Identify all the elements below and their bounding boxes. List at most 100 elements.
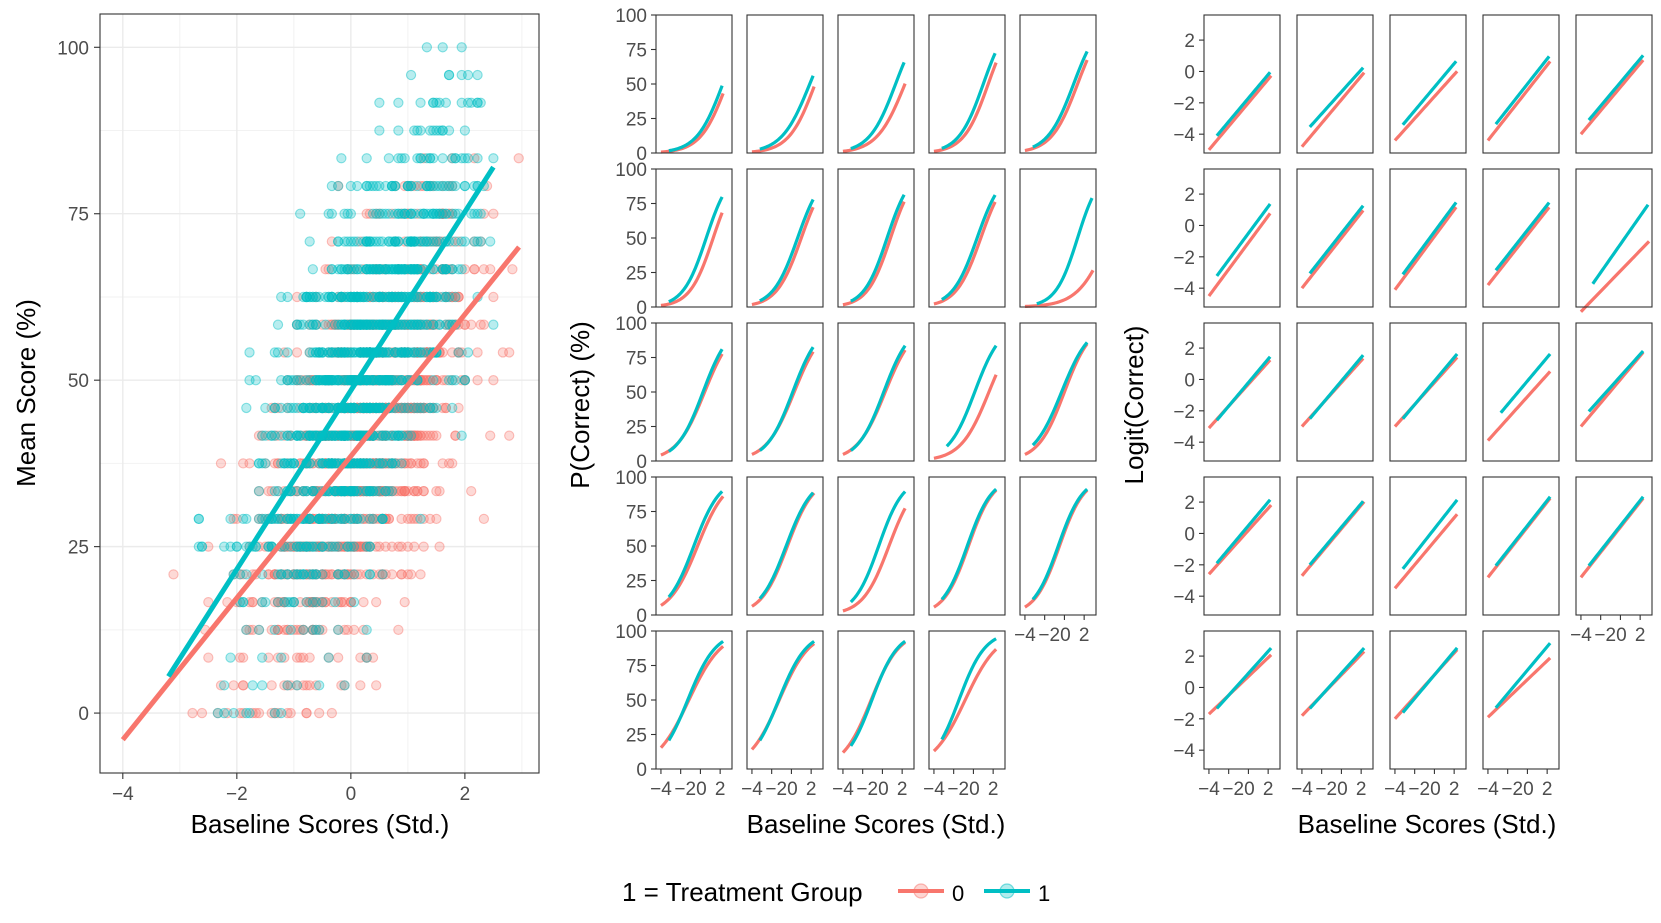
- data-point: [304, 596, 315, 608]
- data-point: [364, 485, 376, 497]
- data-point: [352, 264, 363, 275]
- data-point: [443, 180, 455, 192]
- data-point: [336, 347, 347, 358]
- data-point: [393, 291, 404, 303]
- data-point: [507, 264, 518, 275]
- data-point: [447, 208, 458, 219]
- data-point: [352, 541, 363, 552]
- data-point: [437, 264, 448, 275]
- data-point: [361, 458, 372, 469]
- data-point: [266, 485, 277, 497]
- data-point: [396, 513, 407, 525]
- x-tick-label: −4: [112, 784, 134, 805]
- data-point: [380, 264, 391, 275]
- data-point: [310, 402, 322, 414]
- data-point: [314, 513, 325, 525]
- data-point: [266, 707, 277, 719]
- data-point: [434, 541, 445, 552]
- data-point: [364, 291, 376, 303]
- data-point: [203, 541, 214, 552]
- data-point: [279, 430, 290, 441]
- facet-panel: [1019, 14, 1097, 154]
- facet-panel: [928, 168, 1006, 308]
- data-point: [282, 624, 293, 636]
- data-point: [260, 402, 271, 414]
- data-point: [380, 264, 391, 275]
- data-point: [412, 347, 423, 358]
- data-point: [295, 430, 306, 441]
- data-point: [399, 319, 410, 330]
- data-point: [333, 569, 344, 580]
- data-point: [437, 208, 448, 219]
- data-point: [428, 291, 439, 303]
- data-point: [418, 347, 429, 358]
- data-point: [443, 69, 455, 81]
- data-point: [390, 347, 401, 358]
- data-point: [333, 569, 344, 580]
- facet-panel: [746, 168, 824, 308]
- data-point: [399, 264, 410, 275]
- data-point: [462, 69, 474, 81]
- data-point: [361, 541, 372, 552]
- data-point: [333, 485, 344, 497]
- legend-label-1: 1: [1038, 881, 1050, 906]
- data-point: [367, 513, 379, 525]
- data-point: [466, 319, 477, 330]
- facet-background: [1390, 477, 1466, 615]
- data-point: [326, 458, 338, 469]
- data-point: [317, 513, 328, 525]
- facet-panel: [746, 322, 824, 462]
- data-point: [405, 402, 417, 414]
- data-point: [257, 596, 268, 608]
- data-point: [345, 430, 357, 441]
- data-point: [453, 236, 464, 247]
- y-tick-label: 25: [626, 264, 647, 285]
- data-point: [342, 375, 353, 386]
- data-point: [257, 652, 268, 663]
- data-point: [424, 236, 436, 247]
- data-point: [238, 652, 249, 663]
- x-tick-label: −20: [947, 779, 979, 800]
- middle-y-axis-title: P(Correct) (%): [565, 321, 595, 489]
- data-point: [348, 458, 360, 469]
- data-point: [396, 569, 407, 580]
- data-point: [405, 180, 417, 192]
- data-point: [333, 375, 344, 386]
- data-point: [453, 291, 464, 303]
- y-tick-label: 100: [615, 160, 647, 181]
- data-point: [285, 707, 296, 719]
- data-point: [402, 180, 414, 192]
- data-point: [475, 319, 486, 330]
- facet-panel: [1482, 476, 1560, 616]
- data-point: [402, 347, 414, 358]
- facet-background: [838, 477, 914, 615]
- data-point: [374, 513, 385, 525]
- data-point: [361, 180, 372, 192]
- data-point: [377, 458, 388, 469]
- data-point: [358, 347, 369, 358]
- data-point: [396, 291, 407, 303]
- data-point: [291, 680, 303, 691]
- data-point: [415, 291, 426, 303]
- data-point: [412, 402, 423, 414]
- left-x-axis-title: Baseline Scores (Std.): [191, 809, 450, 839]
- y-tick-label: −4: [1173, 279, 1195, 300]
- data-point: [409, 485, 420, 497]
- data-point: [339, 430, 350, 441]
- data-point: [380, 375, 391, 386]
- data-point: [431, 264, 442, 275]
- data-point: [212, 707, 223, 719]
- y-tick-label: −2: [1173, 248, 1195, 269]
- data-point: [304, 319, 315, 330]
- data-point: [326, 375, 338, 386]
- data-point: [348, 458, 360, 469]
- x-tick-label: −20: [1408, 779, 1440, 800]
- data-point: [307, 596, 318, 608]
- data-point: [348, 485, 360, 497]
- data-point: [342, 541, 353, 552]
- data-point: [453, 347, 464, 358]
- data-point: [263, 569, 274, 580]
- data-point: [307, 541, 318, 552]
- data-point: [269, 402, 280, 414]
- data-point: [244, 624, 255, 636]
